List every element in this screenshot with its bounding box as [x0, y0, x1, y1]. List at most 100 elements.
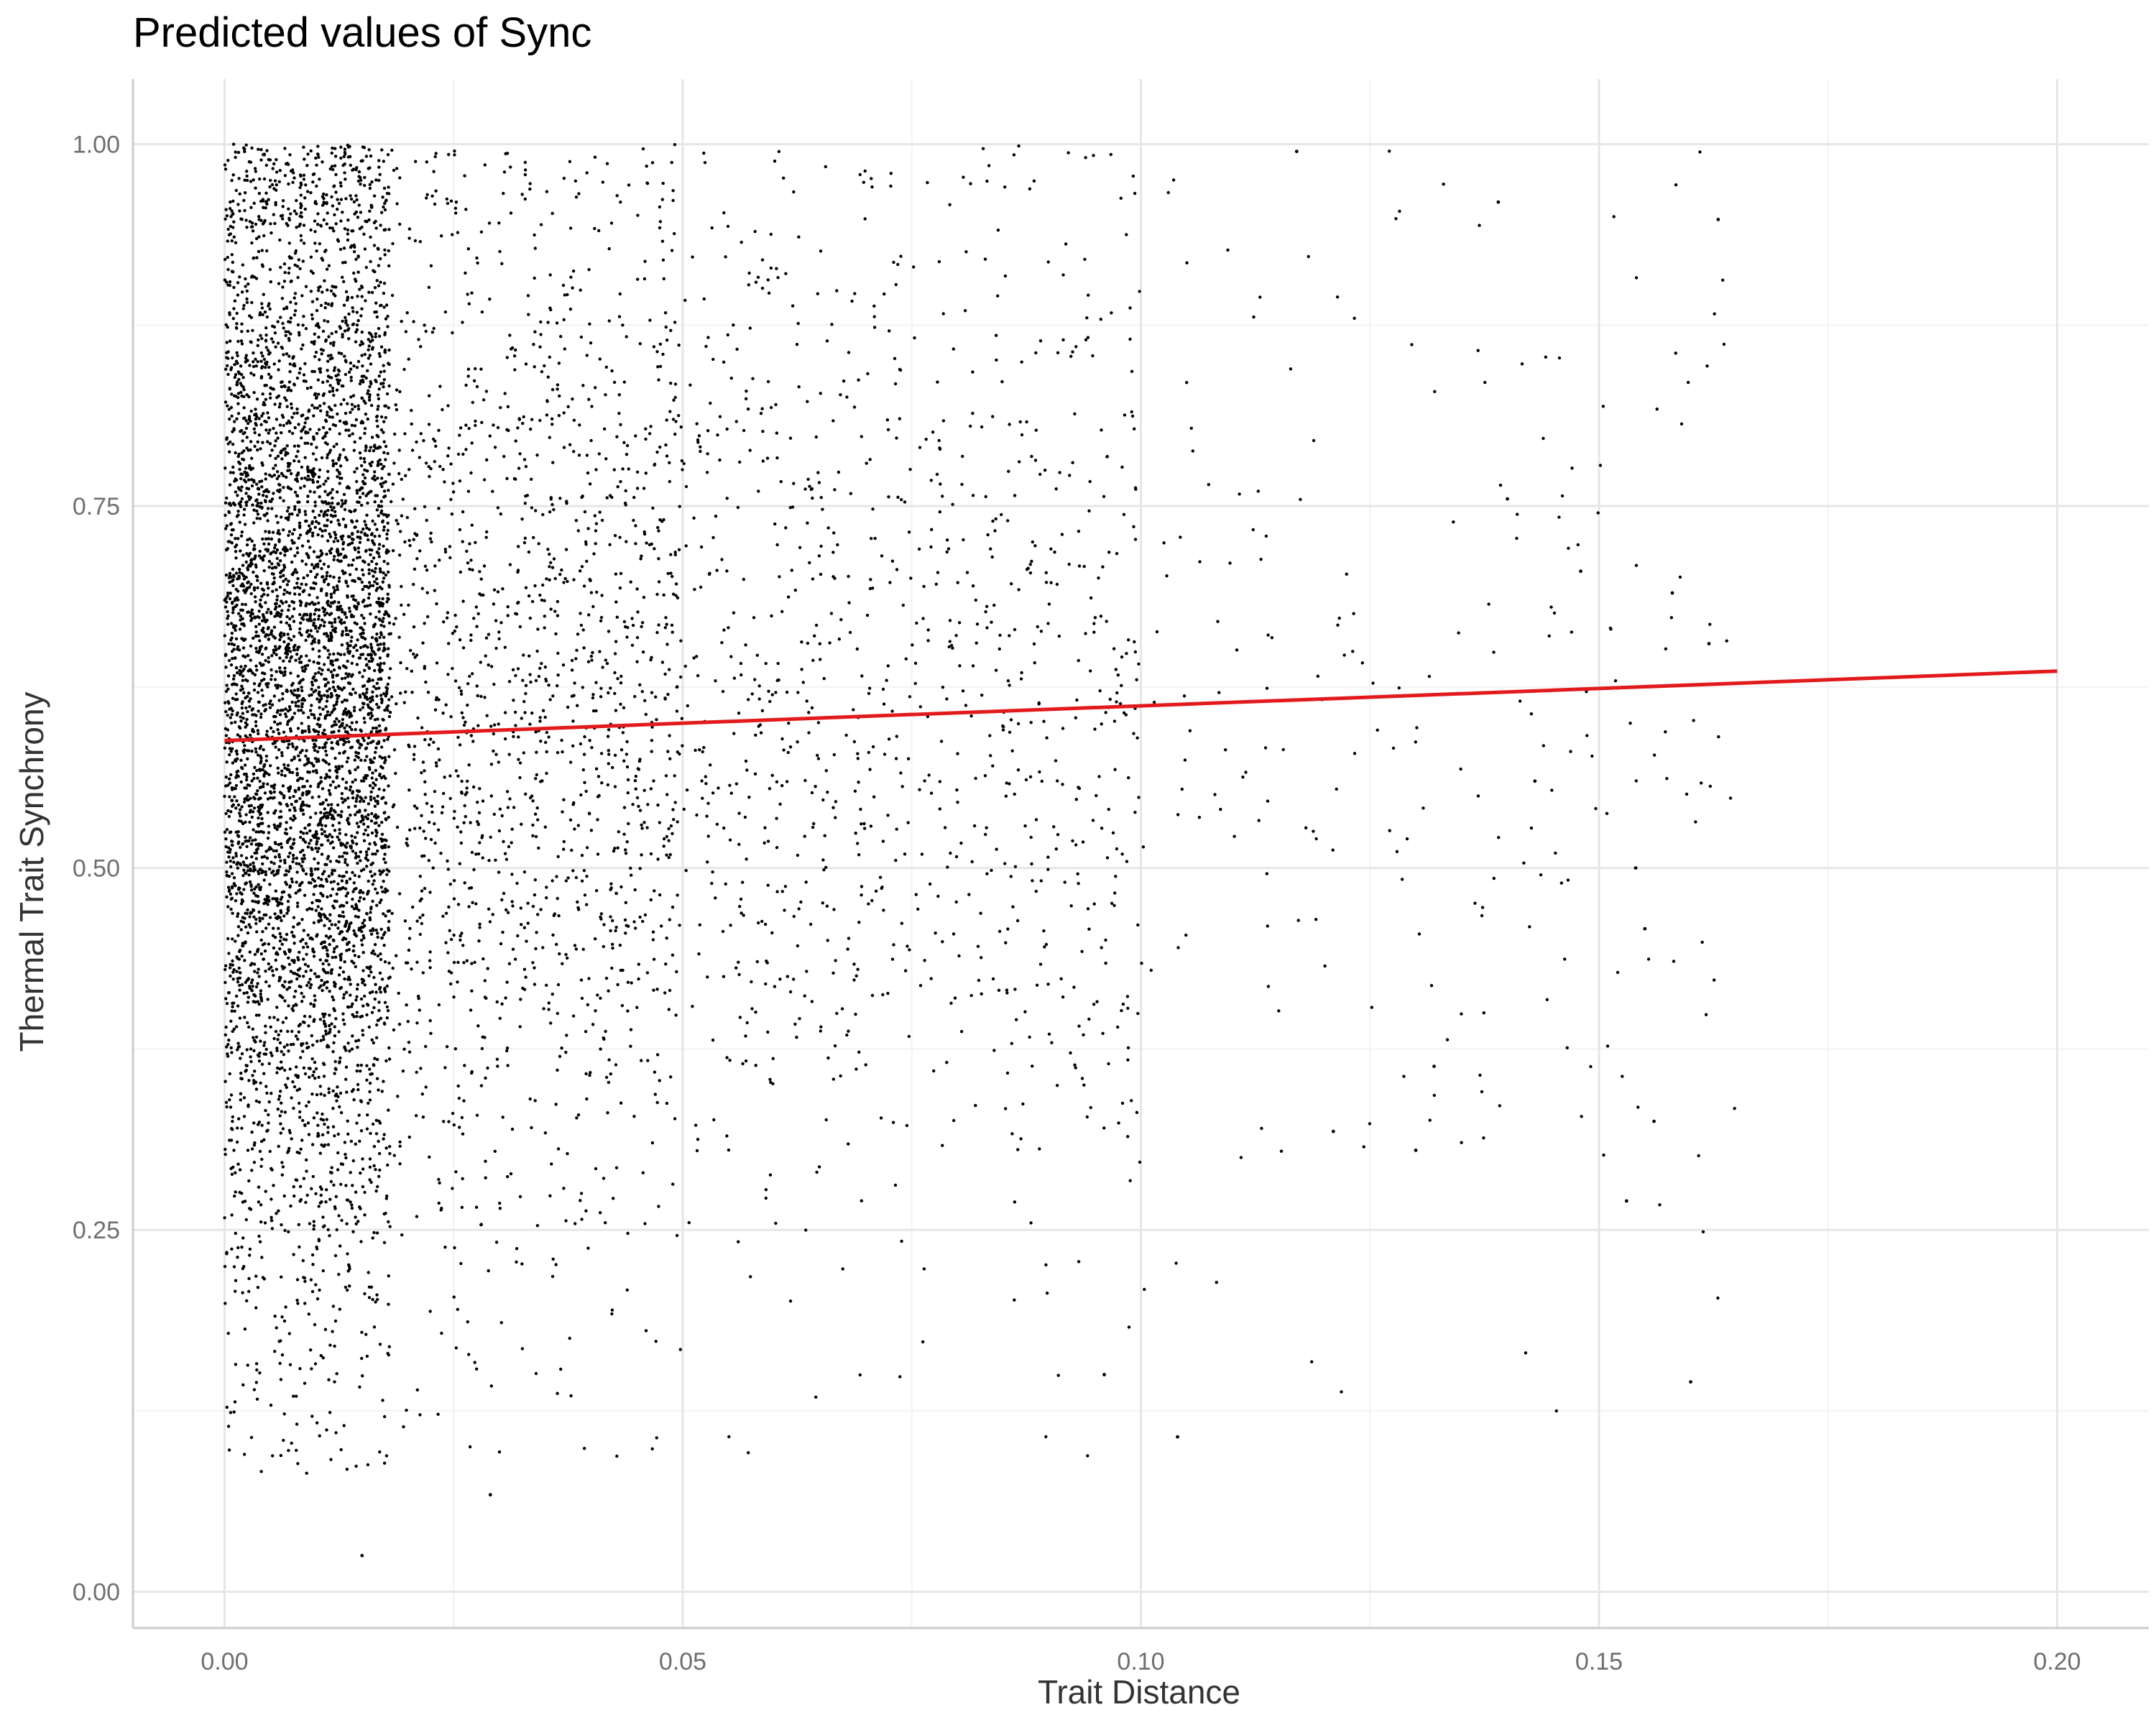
data-point — [249, 911, 254, 914]
data-point — [426, 691, 430, 694]
data-point — [368, 209, 372, 213]
data-point — [252, 806, 257, 810]
data-point — [543, 626, 546, 630]
data-point — [338, 464, 343, 468]
data-point — [290, 512, 294, 516]
data-point — [563, 347, 566, 351]
data-point — [461, 646, 466, 650]
data-point — [669, 824, 673, 828]
data-point — [761, 459, 765, 463]
data-point — [284, 330, 287, 334]
data-point — [343, 171, 346, 175]
data-point — [562, 411, 566, 415]
data-point — [774, 402, 778, 407]
data-point — [280, 1275, 283, 1279]
data-points — [223, 142, 1736, 1558]
data-point — [228, 571, 232, 575]
data-point — [369, 911, 372, 914]
data-point — [333, 147, 337, 150]
data-point — [290, 538, 294, 543]
data-point — [326, 1143, 331, 1146]
data-point — [305, 1471, 308, 1475]
data-point — [242, 624, 246, 627]
data-point — [261, 629, 264, 632]
data-point — [324, 704, 328, 709]
data-point — [235, 799, 239, 803]
data-point — [297, 699, 300, 703]
data-point — [274, 1029, 278, 1034]
data-point — [430, 810, 434, 814]
data-point — [302, 1066, 306, 1070]
data-point — [284, 827, 288, 832]
data-point — [333, 756, 337, 760]
data-point — [536, 627, 540, 631]
data-point — [284, 707, 287, 711]
data-point — [425, 569, 429, 572]
data-point — [341, 842, 345, 846]
data-point — [369, 154, 373, 158]
data-point — [624, 489, 627, 492]
data-point — [763, 922, 768, 926]
data-point — [350, 661, 354, 665]
data-point — [524, 684, 528, 687]
data-point — [318, 724, 321, 729]
data-point — [350, 1047, 354, 1051]
data-point — [303, 699, 307, 702]
data-point — [308, 489, 312, 493]
data-point — [640, 853, 643, 857]
data-point — [834, 959, 837, 962]
data-point — [1415, 726, 1419, 730]
data-point — [992, 603, 996, 607]
data-point — [354, 1142, 357, 1146]
data-point — [290, 431, 295, 436]
data-point — [444, 941, 448, 944]
data-point — [496, 590, 500, 594]
data-point — [293, 490, 298, 494]
data-point — [635, 635, 640, 640]
data-point — [358, 1385, 361, 1389]
data-point — [1077, 658, 1080, 663]
data-point — [872, 304, 876, 308]
data-point — [271, 897, 275, 901]
data-point — [1077, 786, 1080, 789]
data-point — [1028, 571, 1033, 575]
data-point — [650, 161, 655, 165]
data-point — [380, 978, 384, 981]
data-point — [337, 838, 341, 842]
data-point — [1008, 684, 1011, 687]
data-point — [340, 643, 344, 647]
data-point — [579, 288, 582, 292]
data-point — [1053, 551, 1056, 554]
data-point — [520, 717, 523, 720]
data-point — [1616, 970, 1620, 975]
data-point — [777, 150, 781, 153]
data-point — [341, 319, 344, 323]
data-point — [1127, 1325, 1131, 1329]
data-point — [298, 222, 302, 226]
data-point — [332, 880, 336, 883]
data-point — [235, 351, 239, 354]
data-point — [317, 759, 321, 763]
data-point — [313, 972, 317, 976]
data-point — [318, 666, 321, 671]
data-point — [556, 1011, 559, 1016]
data-point — [476, 1024, 480, 1028]
data-point — [239, 1098, 242, 1102]
data-point — [742, 428, 746, 433]
data-point — [533, 233, 536, 237]
data-point — [328, 919, 332, 923]
data-point — [744, 397, 748, 400]
data-point — [1137, 796, 1141, 799]
data-point — [1037, 702, 1041, 706]
data-point — [952, 932, 956, 936]
data-point — [261, 494, 265, 497]
data-point — [400, 514, 404, 518]
data-point — [619, 423, 622, 426]
data-point — [508, 563, 512, 566]
data-point — [392, 1028, 396, 1032]
data-point — [264, 326, 268, 330]
data-point — [229, 200, 232, 204]
data-point — [541, 583, 545, 587]
data-point — [1716, 1296, 1720, 1300]
data-point — [313, 612, 316, 616]
